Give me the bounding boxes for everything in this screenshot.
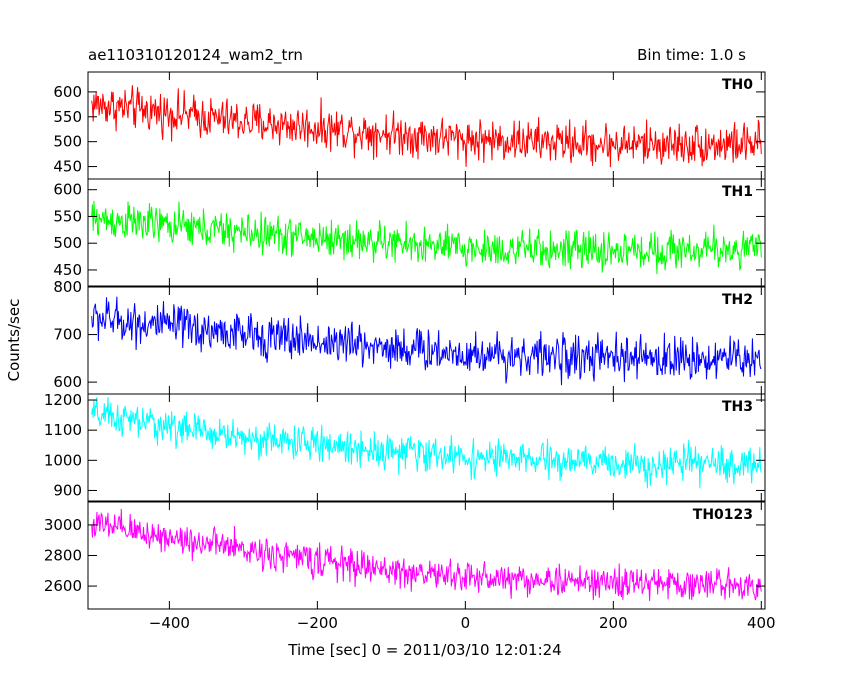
panel-frame	[87, 286, 766, 395]
panel-th1: 450 500 550 600 TH1	[53, 178, 766, 287]
x-tick-label: 200	[599, 614, 628, 632]
panel-label: TH1	[722, 184, 753, 200]
series-line-th0	[91, 85, 762, 168]
x-tick-label: 0	[461, 614, 471, 632]
y-tick-label: 450	[53, 261, 82, 279]
x-tick-label: −200	[297, 614, 338, 632]
x-axis: −400 −200 0 200 400	[149, 614, 776, 632]
panel-frame	[87, 71, 766, 180]
y-tick-label: 450	[53, 158, 82, 176]
y-tick-label: 700	[53, 326, 82, 344]
panel-label: TH0123	[693, 507, 753, 523]
panel-frame	[87, 178, 766, 287]
panel-label: TH2	[722, 292, 753, 308]
y-tick-label: 600	[53, 83, 82, 101]
panel-th2: 600 700 800 TH2	[53, 278, 766, 395]
y-tick-label: 2800	[44, 547, 82, 565]
series-line-th3	[91, 396, 762, 489]
panel-frame	[87, 501, 766, 610]
y-tick-label: 800	[53, 278, 82, 296]
y-tick-label: 500	[53, 234, 82, 252]
y-tick-label: 1100	[44, 421, 82, 439]
y-tick-label: 600	[53, 373, 82, 391]
y-axis-title: Counts/sec	[5, 299, 23, 382]
y-tick-label: 550	[53, 207, 82, 225]
panel-label: TH0	[722, 77, 753, 93]
y-tick-label: 550	[53, 108, 82, 126]
x-axis-title: Time [sec] 0 = 2011/03/10 12:01:24	[287, 641, 561, 659]
x-tick-label: −400	[149, 614, 190, 632]
y-tick-label: 1200	[44, 391, 82, 409]
panel-th3: 900 1000 1100 1200 TH3	[44, 391, 766, 502]
panels-group: 450 500 550 600 TH0 450 500 550 600 TH1 600 700 800 T…	[44, 71, 766, 610]
y-tick-label: 2600	[44, 577, 82, 595]
series-line-th0123	[91, 508, 762, 602]
panel-th0: 450 500 550 600 TH0	[53, 71, 766, 180]
x-tick-label: 400	[747, 614, 776, 632]
panel-th0123: 2600 2800 3000 TH0123	[44, 501, 766, 610]
y-tick-label: 600	[53, 181, 82, 199]
panel-frame	[87, 393, 766, 502]
series-line-th1	[91, 200, 762, 275]
chart-title: ae110310120124_wam2_trn	[88, 46, 303, 65]
y-tick-label: 1000	[44, 451, 82, 469]
y-tick-label: 900	[53, 481, 82, 499]
bin-time-label: Bin time: 1.0 s	[637, 46, 746, 64]
panel-label: TH3	[722, 399, 753, 415]
y-tick-label: 500	[53, 133, 82, 151]
series-line-th2	[91, 296, 762, 386]
y-tick-label: 3000	[44, 516, 82, 534]
